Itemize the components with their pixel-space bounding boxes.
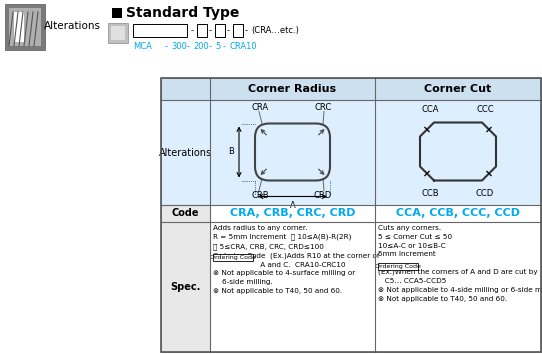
Text: Alterations: Alterations [159, 148, 212, 158]
Bar [233, 24, 243, 37]
Bar [161, 100, 210, 205]
Text: CRA: CRA [251, 103, 268, 112]
Text: B: B [217, 26, 223, 35]
Bar [161, 78, 210, 100]
Bar [210, 222, 375, 352]
Text: 5: 5 [215, 42, 220, 51]
Text: Ordering Code: Ordering Code [210, 255, 256, 259]
Text: Corner Cut: Corner Cut [424, 84, 492, 94]
Text: T: T [236, 26, 241, 35]
Bar [210, 205, 375, 222]
Bar [161, 222, 210, 352]
Text: CCC: CCC [476, 105, 494, 114]
Bar [133, 24, 187, 37]
Bar [375, 78, 541, 100]
Text: Alterations: Alterations [43, 21, 100, 31]
Text: MCA: MCA [133, 42, 152, 51]
Text: -: - [191, 26, 194, 35]
Text: (CRA…etc.): (CRA…etc.) [251, 26, 299, 35]
Bar [14, 12, 24, 42]
Text: -: - [187, 42, 190, 51]
Text: -: - [223, 42, 226, 51]
Text: Spec.: Spec. [170, 282, 201, 292]
Bar [375, 205, 541, 222]
Text: A: A [199, 26, 205, 35]
Text: Code: Code [172, 209, 199, 218]
Text: Adds radius to any corner.
R = 5mm Increment  ⓘ 10≤A(B)-R(2R)
ⓘ 5≤CRA, CRB, CRC,: Adds radius to any corner. R = 5mm Incre… [213, 225, 379, 294]
Text: Part Number: Part Number [138, 28, 182, 34]
Text: -: - [209, 26, 212, 35]
Bar [375, 222, 541, 352]
Text: -: - [245, 26, 248, 35]
Text: -: - [165, 42, 168, 51]
Bar [213, 253, 253, 261]
Text: CRB: CRB [251, 190, 269, 200]
Text: CRA, CRB, CRC, CRD: CRA, CRB, CRC, CRD [230, 209, 355, 218]
Text: Cuts any corners.
5 ≤ Corner Cut ≤ 50
10≤A-C or 10≤B-C
5mm Increment

(Ex.)When : Cuts any corners. 5 ≤ Corner Cut ≤ 50 10… [378, 225, 542, 302]
Text: -: - [227, 26, 230, 35]
Text: Ordering Code: Ordering Code [375, 264, 421, 269]
Text: CRA10: CRA10 [229, 42, 256, 51]
Text: Standard Type: Standard Type [126, 6, 240, 20]
Text: 200: 200 [193, 42, 209, 51]
Text: CCA: CCA [422, 105, 440, 114]
Text: CCD: CCD [476, 188, 494, 198]
Text: 300: 300 [171, 42, 187, 51]
Text: CRD: CRD [314, 190, 332, 200]
Bar [197, 24, 207, 37]
Bar [111, 26, 125, 40]
Text: B: B [228, 148, 234, 156]
Text: CCA, CCB, CCC, CCD: CCA, CCB, CCC, CCD [396, 209, 520, 218]
Bar [112, 8, 122, 18]
Bar [378, 263, 418, 270]
Text: CCB: CCB [422, 188, 440, 198]
Bar [210, 100, 375, 205]
Bar [161, 205, 210, 222]
Bar [108, 23, 128, 43]
Text: Corner Radius: Corner Radius [248, 84, 337, 94]
Text: -: - [209, 42, 212, 51]
Bar [210, 78, 375, 100]
Bar [9, 8, 41, 46]
Bar [375, 100, 541, 205]
Text: A: A [289, 201, 295, 211]
Text: CRC: CRC [315, 103, 332, 112]
Bar [5, 4, 45, 50]
Bar [215, 24, 225, 37]
Bar [161, 78, 541, 352]
